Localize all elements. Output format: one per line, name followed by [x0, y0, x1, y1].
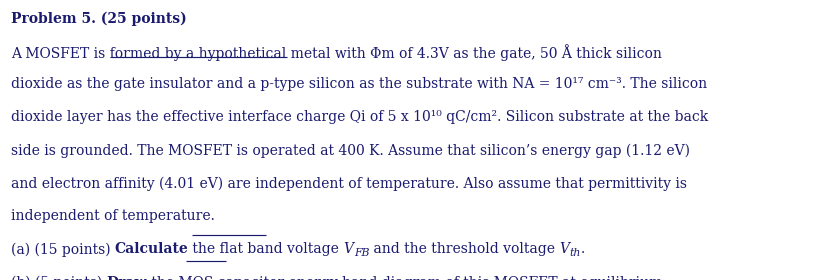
Text: FB: FB: [354, 248, 370, 258]
Text: Draw: Draw: [106, 276, 147, 280]
Text: independent of temperature.: independent of temperature.: [11, 209, 214, 223]
Text: (a) (15 points): (a) (15 points): [11, 242, 115, 257]
Text: and electron affinity (4.01 eV) are independent of temperature. Also assume that: and electron affinity (4.01 eV) are inde…: [11, 176, 686, 191]
Text: side is grounded. The MOSFET is operated at 400 K. Assume that silicon’s energy : side is grounded. The MOSFET is operated…: [11, 143, 690, 158]
Text: the MOS capacitor energy band diagram of this MOSFET at equilibrium.: the MOS capacitor energy band diagram of…: [147, 276, 667, 280]
Text: V: V: [559, 242, 569, 256]
Text: and the threshold voltage: and the threshold voltage: [370, 242, 559, 256]
Text: V: V: [344, 242, 354, 256]
Text: Problem 5. (25 points): Problem 5. (25 points): [11, 11, 186, 25]
Text: th: th: [569, 248, 581, 258]
Text: Calculate: Calculate: [115, 242, 188, 256]
Text: A MOSFET is formed by a hypothetical metal with Φm of 4.3V as the gate, 50 Å thi: A MOSFET is formed by a hypothetical met…: [11, 44, 662, 61]
Text: (b) (5 points): (b) (5 points): [11, 276, 106, 280]
Text: dioxide as the gate insulator and a p-type silicon as the substrate with NA = 10: dioxide as the gate insulator and a p-ty…: [11, 77, 707, 91]
Text: dioxide layer has the effective interface charge Qi of 5 x 10¹⁰ qC/cm². Silicon : dioxide layer has the effective interfac…: [11, 110, 708, 124]
Text: the flat band voltage: the flat band voltage: [188, 242, 344, 256]
Text: .: .: [581, 242, 585, 256]
